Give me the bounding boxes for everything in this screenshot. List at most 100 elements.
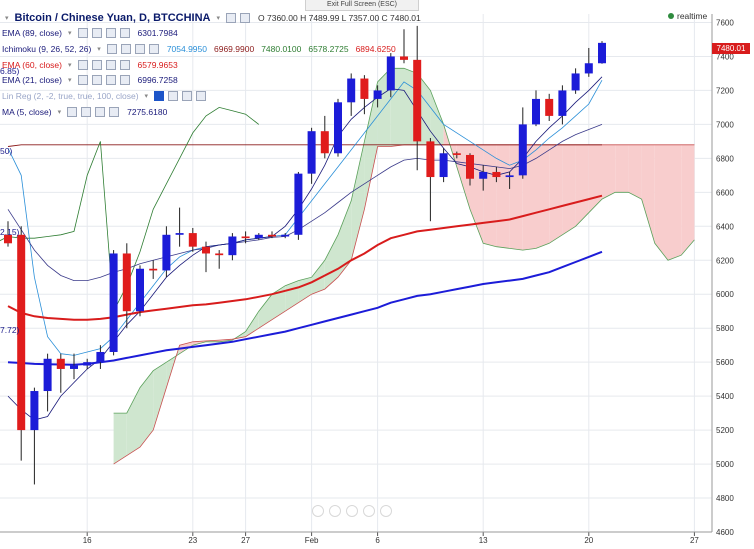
candle-up xyxy=(532,98,540,125)
eye-icon[interactable] xyxy=(77,75,88,85)
indicator-name[interactable]: EMA (21, close) xyxy=(2,75,62,85)
zoom-in-icon[interactable] xyxy=(346,505,358,517)
symbol-title[interactable]: Bitcoin / Chinese Yuan, D, BTCCHINA xyxy=(14,12,211,24)
gear-icon[interactable] xyxy=(81,107,92,117)
candle-up xyxy=(254,234,263,239)
x-tick-label: 27 xyxy=(241,536,250,545)
add-icon[interactable] xyxy=(105,60,116,70)
candle-down xyxy=(149,268,158,271)
cloud-segment xyxy=(245,311,259,337)
gear-icon[interactable] xyxy=(91,75,102,85)
cloud-segment xyxy=(311,260,325,295)
candle-down xyxy=(202,246,210,254)
cloud-segment xyxy=(615,144,629,193)
gear-icon[interactable] xyxy=(91,60,102,70)
close-icon[interactable] xyxy=(109,107,120,117)
indicator-name[interactable]: Lin Reg (2, -2, true, true, 100, close) xyxy=(2,91,139,101)
candle-up xyxy=(505,175,514,178)
y-tick-label: 7200 xyxy=(716,86,734,95)
scroll-left-icon[interactable] xyxy=(312,505,324,517)
x-tick-label: Feb xyxy=(305,536,319,545)
dropdown-caret-icon[interactable]: ▾ xyxy=(216,15,221,22)
kijun-line xyxy=(7,144,602,147)
close-icon[interactable] xyxy=(119,75,130,85)
close-icon[interactable] xyxy=(119,60,130,70)
dropdown-caret-icon[interactable]: ▾ xyxy=(68,77,72,84)
eye-icon[interactable] xyxy=(154,91,165,101)
dropdown-caret-icon[interactable]: ▾ xyxy=(68,62,72,69)
close-icon[interactable] xyxy=(148,44,159,54)
eye-icon[interactable] xyxy=(77,60,88,70)
eye-icon[interactable] xyxy=(67,107,78,117)
gear-icon[interactable] xyxy=(240,13,251,23)
candle-up xyxy=(386,56,395,91)
close-icon[interactable] xyxy=(196,91,207,101)
y-tick-label: 5200 xyxy=(716,426,734,435)
candle-up xyxy=(347,78,356,103)
close-icon[interactable] xyxy=(119,28,130,38)
realtime-label: realtime xyxy=(677,11,708,21)
indicator-name[interactable]: EMA (60, close) xyxy=(2,60,62,70)
candle-up xyxy=(598,42,606,64)
indicator-value: 7480.0100 xyxy=(261,44,302,54)
candle-up xyxy=(373,90,382,99)
scroll-right-icon[interactable] xyxy=(363,505,375,517)
y-tick-label: 6800 xyxy=(716,154,734,163)
candle-down xyxy=(320,131,329,154)
gear-icon[interactable] xyxy=(168,91,179,101)
gear-icon[interactable] xyxy=(91,28,102,38)
cloud-segment xyxy=(562,144,576,235)
chart-navigation-bar xyxy=(312,505,392,517)
ichimoku-cloud xyxy=(113,68,695,465)
candle-down xyxy=(400,56,408,60)
candle-up xyxy=(109,253,118,352)
x-tick-label: 6 xyxy=(375,536,380,545)
candle-up xyxy=(175,233,184,235)
candle-up xyxy=(294,173,303,235)
tenkan-line xyxy=(7,80,603,356)
cloud-segment xyxy=(258,294,272,329)
eye-icon[interactable] xyxy=(106,44,117,54)
add-icon[interactable] xyxy=(134,44,145,54)
cloud-segment xyxy=(588,144,602,213)
cloud-segment xyxy=(602,144,616,200)
dropdown-caret-icon[interactable]: ▾ xyxy=(97,46,101,53)
candle-up xyxy=(334,102,342,154)
candle-up xyxy=(307,131,316,174)
cloud-segment xyxy=(654,144,668,261)
edge-label: 50) xyxy=(0,146,13,156)
exit-fullscreen-button[interactable]: Exit Full Screen (ESC) xyxy=(305,0,419,11)
add-icon[interactable] xyxy=(182,91,193,101)
y-tick-label: 5400 xyxy=(716,392,734,401)
candle-down xyxy=(413,59,422,142)
dropdown-caret-icon[interactable]: ▾ xyxy=(144,93,149,100)
zoom-out-icon[interactable] xyxy=(329,505,341,517)
add-icon[interactable] xyxy=(105,75,116,85)
cloud-segment xyxy=(324,234,338,290)
y-tick-label: 5800 xyxy=(716,324,734,333)
indicator-legend-row: Lin Reg (2, -2, true, true, 100, close) ▾ xyxy=(2,91,207,101)
eye-icon[interactable] xyxy=(226,13,237,23)
indicator-name[interactable]: MA (5, close) xyxy=(2,107,52,117)
ohlc-readout: O 7360.00 H 7489.99 L 7357.00 C 7480.01 xyxy=(258,13,421,23)
reset-icon[interactable] xyxy=(380,505,392,517)
indicator-name[interactable]: Ichimoku (9, 26, 52, 26) xyxy=(2,44,92,54)
candle-up xyxy=(479,171,488,179)
indicator-name[interactable]: EMA (89, close) xyxy=(2,28,62,38)
x-tick-label: 27 xyxy=(690,536,699,545)
x-tick-label: 16 xyxy=(83,536,92,545)
add-icon[interactable] xyxy=(95,107,106,117)
candle-up xyxy=(518,124,527,176)
indicator-lines xyxy=(0,67,695,465)
y-tick-label: 7000 xyxy=(716,120,734,129)
add-icon[interactable] xyxy=(105,28,116,38)
eye-icon[interactable] xyxy=(77,28,88,38)
candle-down xyxy=(426,141,435,178)
dropdown-caret-icon[interactable]: ▾ xyxy=(5,15,9,22)
candle-up xyxy=(30,391,39,431)
dropdown-caret-icon[interactable]: ▾ xyxy=(57,109,62,116)
gear-icon[interactable] xyxy=(120,44,131,54)
dropdown-caret-icon[interactable]: ▾ xyxy=(68,30,72,37)
candle-up xyxy=(136,268,144,312)
